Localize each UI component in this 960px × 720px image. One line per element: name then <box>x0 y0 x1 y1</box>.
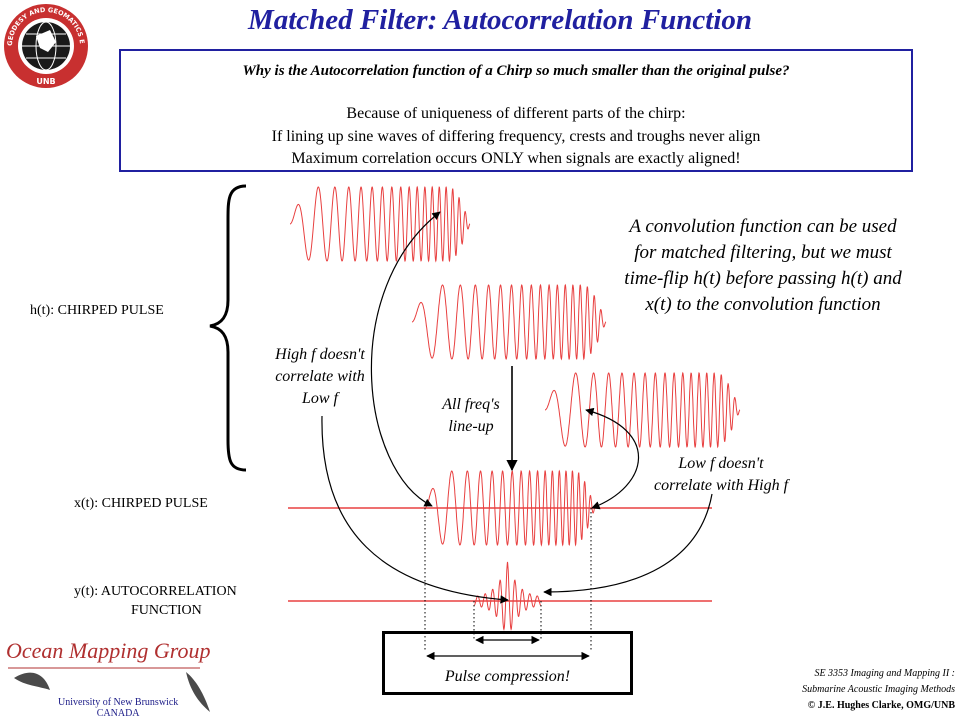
answer-line-2: If lining up sine waves of differing fre… <box>271 128 761 145</box>
pulse-compression-label: Pulse compression! <box>444 668 571 685</box>
all-freq-note: All freq's line-up <box>442 396 500 435</box>
pulse-compression-box: Pulse compression! <box>382 631 633 695</box>
h-brace <box>209 184 247 472</box>
chirp-pulse-2 <box>411 283 607 361</box>
y-t-label-2: FUNCTION <box>131 603 202 618</box>
question-box: Why is the Autocorrelation function of a… <box>119 49 913 172</box>
y-t-label: y(t): AUTOCORRELATION <box>74 584 237 599</box>
ocean-mapping-group-logo: Ocean Mapping Group <box>6 638 211 663</box>
answer-line-1: Because of uniqueness of different parts… <box>346 105 686 122</box>
chirp-pulse-x <box>424 469 596 547</box>
autocorrelation-waveform <box>473 561 542 631</box>
x-t-label: x(t): CHIRPED PULSE <box>74 496 208 511</box>
answer-line-3: Maximum correlation occurs ONLY when sig… <box>291 150 741 167</box>
low-f-to-acf-arrow <box>543 493 713 597</box>
logo-bottom-text: UNB <box>36 77 55 86</box>
university-text: University of New Brunswick CANADA <box>58 697 179 719</box>
high-f-to-acf-arrow <box>321 415 509 604</box>
h-t-label: h(t): CHIRPED PULSE <box>30 303 164 318</box>
high-f-arrow <box>370 211 441 507</box>
low-f-arrow <box>585 407 640 510</box>
low-f-note: Low f doesn't correlate with High f <box>653 455 789 494</box>
course-info: SE 3353 Imaging and Mapping II : Submari… <box>802 668 955 711</box>
question-text: Why is the Autocorrelation function of a… <box>242 63 790 79</box>
high-f-note: High f doesn't correlate with Low f <box>275 346 365 407</box>
chirp-pulse-1 <box>289 185 471 263</box>
convolution-note: A convolution function can be used for m… <box>624 216 902 315</box>
chirp-pulse-3 <box>544 371 741 449</box>
page-title: Matched Filter: Autocorrelation Function <box>247 4 753 36</box>
